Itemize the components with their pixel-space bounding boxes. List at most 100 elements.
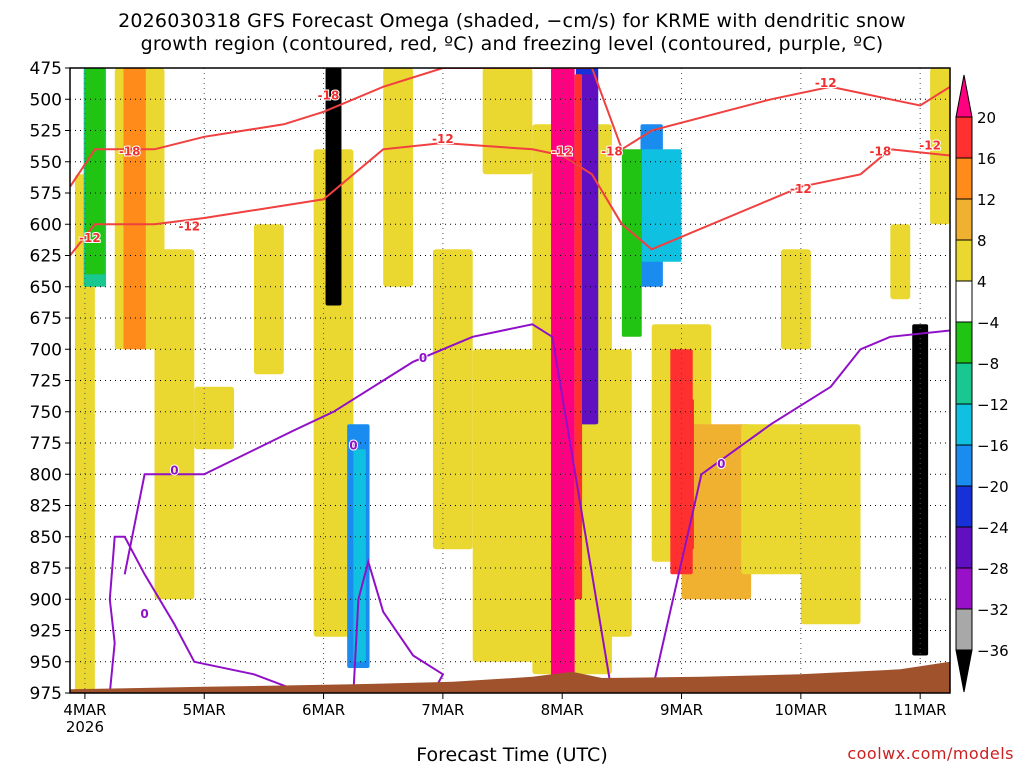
freezing-level-contour-4 <box>352 558 445 693</box>
chart-title-line-1: 2026030318 GFS Forecast Omega (shaded, −… <box>118 10 906 32</box>
omega-area-5 <box>194 386 235 450</box>
omega-area-6 <box>313 149 354 637</box>
omega-core-1 <box>554 68 575 687</box>
omega-core-3 <box>331 68 339 300</box>
y-tick-label-925: 925 <box>30 622 62 642</box>
dgz-minus18-contour <box>70 68 950 188</box>
y-axis: 475 500 525 550 575 600 625 650 675 700 725 750 775 8… <box>30 59 70 704</box>
red-contour-label-3: -18 <box>318 88 340 102</box>
x-tick-label-8: 11MAR <box>894 701 947 719</box>
colorbar-box-8 <box>955 403 973 446</box>
y-tick-label-625: 625 <box>30 247 62 267</box>
colorbar-label-6: −4 <box>977 314 999 332</box>
red-contour-label-7: -18 <box>601 145 623 159</box>
red-contour-label-11: -12 <box>919 138 941 152</box>
red-contour-label-9: -18 <box>870 145 892 159</box>
omega-area-4 <box>253 224 284 375</box>
colorbar-label-2: 16 <box>977 150 996 168</box>
colorbar-label-12: −28 <box>977 560 1009 578</box>
colorbar-box-9 <box>955 444 973 487</box>
colorbar-box-1 <box>955 116 973 159</box>
omega-area-16 <box>890 224 911 300</box>
chart-title-line-2: growth region (contoured, red, ºC) and f… <box>140 33 884 55</box>
x-tick-label-6: 9MAR <box>660 701 703 719</box>
omega-area-18 <box>780 249 811 350</box>
omega-area-3 <box>154 249 195 600</box>
omega-core-2 <box>574 74 583 600</box>
colorbar-bottom-arrow <box>955 649 973 693</box>
y-tick-label-575: 575 <box>30 184 62 204</box>
x-tick-label-4: 7MAR <box>421 701 464 719</box>
omega-area-8 <box>432 249 473 550</box>
purple-contour-label-3: 0 <box>349 438 357 452</box>
freezing-level-contour-3 <box>108 535 305 693</box>
omega-core-9 <box>84 68 105 275</box>
colorbar-label-5: 4 <box>977 273 987 291</box>
omega-feature-2 <box>123 68 146 350</box>
y-tick-label-475: 475 <box>30 59 62 79</box>
omega-core-4 <box>916 374 924 637</box>
colorbar-label-7: −8 <box>977 355 999 373</box>
red-contour-label-2: -18 <box>119 145 141 159</box>
colorbar-box-6 <box>955 321 973 364</box>
red-contour-label-1: -12 <box>79 231 101 245</box>
colorbar-box-4 <box>955 239 973 282</box>
colorbar-label-8: −12 <box>977 396 1009 414</box>
red-contour-label-4: -12 <box>178 220 200 234</box>
y-tick-label-775: 775 <box>30 434 62 454</box>
colorbar-box-5 <box>955 280 973 323</box>
red-contour-label-10: -12 <box>790 182 812 196</box>
y-tick-label-600: 600 <box>30 215 62 235</box>
y-tick-label-650: 650 <box>30 278 62 298</box>
omega-area-11 <box>592 349 632 637</box>
y-tick-label-525: 525 <box>30 122 62 142</box>
colorbar-box-2 <box>955 157 973 200</box>
omega-core-10 <box>621 149 642 337</box>
y-tick-label-850: 850 <box>30 528 62 548</box>
omega-area-7 <box>383 68 414 287</box>
colorbar-box-7 <box>955 362 973 405</box>
freezing-level-contour-1 <box>123 323 613 693</box>
y-tick-label-500: 500 <box>30 90 62 110</box>
omega-area-15 <box>800 499 861 625</box>
y-tick-label-800: 800 <box>30 465 62 485</box>
y-tick-label-975: 975 <box>30 684 62 704</box>
y-tick-label-725: 725 <box>30 372 62 392</box>
omega-shading <box>74 68 950 693</box>
omega-area-19 <box>482 68 533 175</box>
y-tick-label-700: 700 <box>30 340 62 360</box>
terrain-surface <box>70 661 950 693</box>
x-tick-label-5: 8MAR <box>541 701 584 719</box>
y-tick-label-900: 900 <box>30 590 62 610</box>
dotted-grid <box>70 68 950 693</box>
x-tick-label-3: 6MAR <box>302 701 345 719</box>
omega-core-6 <box>641 149 682 262</box>
y-tick-label-675: 675 <box>30 309 62 329</box>
omega-area-13 <box>681 424 752 600</box>
colorbar-box-12 <box>955 567 973 610</box>
red-contour-label-6: -12 <box>551 145 573 159</box>
colorbar-label-11: −24 <box>977 519 1009 537</box>
colorbar-label-3: 12 <box>977 191 996 209</box>
x-tick-label-2: 5MAR <box>183 701 226 719</box>
freezing-level-contour-2 <box>650 329 950 693</box>
colorbar-box-11 <box>955 526 973 569</box>
red-contour-label-8: -12 <box>815 76 837 90</box>
colorbar: 20 16 12 8 4 −4 −8 −12 −16 −20 −24 −28 −32 −36 <box>955 74 1009 693</box>
x-tick-label-1: 4MAR <box>63 701 106 719</box>
colorbar-label-10: −20 <box>977 478 1009 496</box>
x-axis-title: Forecast Time (UTC) <box>416 744 608 766</box>
omega-core-7 <box>681 399 694 550</box>
dgz-minus12-contour <box>70 141 950 257</box>
red-contour-label-5: -12 <box>432 132 454 146</box>
y-tick-label-825: 825 <box>30 497 62 517</box>
colorbar-label-13: −32 <box>977 601 1009 619</box>
site-credit: coolwx.com/models <box>847 744 1014 763</box>
purple-contour-label-1: 0 <box>170 463 178 477</box>
colorbar-box-10 <box>955 485 973 528</box>
purple-contour-label-6: 0 <box>717 457 725 471</box>
terrain-fill <box>70 661 950 693</box>
y-tick-label-750: 750 <box>30 403 62 423</box>
colorbar-label-9: −16 <box>977 437 1009 455</box>
